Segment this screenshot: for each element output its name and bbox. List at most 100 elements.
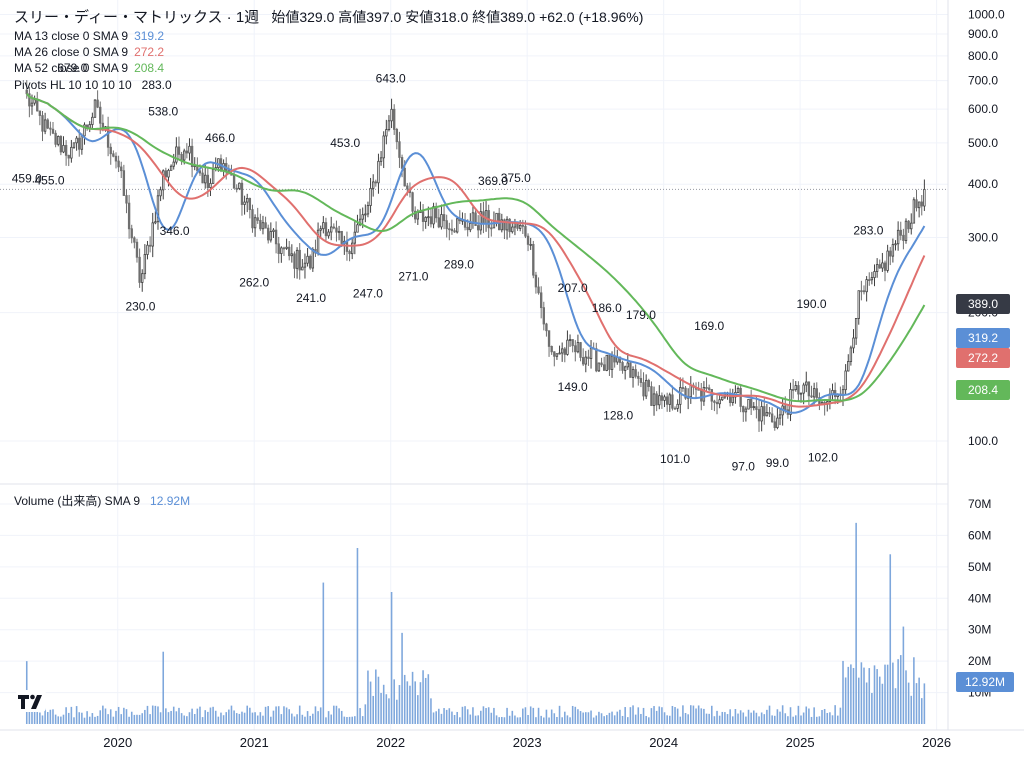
candle-body bbox=[442, 214, 446, 222]
candle-body bbox=[658, 395, 661, 406]
volume-bar bbox=[354, 716, 356, 724]
volume-bar bbox=[506, 707, 508, 724]
volume-bar bbox=[886, 664, 889, 724]
candle-body bbox=[744, 408, 748, 413]
volume-bar bbox=[65, 707, 67, 724]
candle-body bbox=[256, 217, 259, 221]
pivot-label: 102.0 bbox=[808, 450, 838, 464]
volume-bar bbox=[312, 713, 314, 724]
candle-body bbox=[374, 181, 378, 184]
candle-body bbox=[742, 406, 745, 413]
volume-bar bbox=[482, 706, 485, 724]
candle-body bbox=[878, 264, 881, 269]
volume-bar bbox=[834, 705, 836, 724]
volume-bar bbox=[246, 705, 249, 724]
volume-bar bbox=[298, 705, 301, 724]
volume-bar bbox=[254, 712, 256, 724]
candle-body bbox=[253, 217, 257, 229]
volume-bar bbox=[787, 716, 789, 724]
pivot-label: 247.0 bbox=[353, 287, 383, 301]
legend-ma13[interactable]: MA 13 close 0 SMA 9 319.2 bbox=[14, 29, 164, 43]
volume-bar bbox=[86, 711, 88, 724]
candle-body bbox=[36, 99, 39, 112]
volume-bar bbox=[543, 717, 545, 724]
volume-bar bbox=[151, 705, 154, 724]
volume-bar bbox=[503, 717, 506, 724]
candle-body bbox=[364, 213, 367, 216]
pivot-label: 128.0 bbox=[603, 408, 633, 422]
legend-volume[interactable]: Volume (出来高) SMA 9 12.92M bbox=[14, 492, 190, 509]
volume-bar bbox=[256, 715, 259, 724]
volume-bar bbox=[731, 716, 734, 724]
candle-body bbox=[382, 135, 385, 159]
candle-body bbox=[857, 290, 860, 319]
legend-ma26[interactable]: MA 26 close 0 SMA 9 272.2 bbox=[14, 45, 164, 59]
candle-body bbox=[631, 369, 635, 378]
candle-body bbox=[72, 142, 76, 148]
ma52-badge: 208.4 bbox=[956, 380, 1010, 400]
tradingview-logo-icon[interactable] bbox=[16, 690, 46, 712]
volume-bar bbox=[495, 715, 498, 724]
candle-body bbox=[424, 216, 427, 222]
candle-body bbox=[466, 226, 469, 231]
candle-body bbox=[862, 290, 866, 293]
candle-body bbox=[298, 249, 301, 271]
volume-bar bbox=[566, 715, 569, 724]
candle-body bbox=[923, 188, 926, 207]
candle-body bbox=[348, 251, 351, 255]
legend-ma52[interactable]: MA 52 close 0 SMA 9 208.4 bbox=[14, 61, 164, 75]
volume-bar bbox=[558, 705, 561, 724]
volume-bar bbox=[718, 715, 721, 724]
volume-bar bbox=[710, 705, 713, 724]
volume-bar bbox=[220, 712, 222, 724]
candle-body bbox=[655, 393, 658, 406]
low-value: 318.0 bbox=[433, 9, 469, 25]
volume-bar bbox=[83, 717, 86, 724]
candle-body bbox=[427, 216, 430, 219]
volume-bar bbox=[716, 710, 718, 724]
volume-bar bbox=[406, 681, 409, 724]
volume-bar bbox=[453, 714, 456, 724]
volume-bar bbox=[36, 708, 39, 724]
candle-body bbox=[151, 222, 154, 247]
volume-bar bbox=[411, 671, 414, 724]
volume-bar bbox=[616, 711, 619, 724]
candle-body bbox=[330, 226, 333, 233]
candle-body bbox=[267, 227, 270, 241]
candle-body bbox=[852, 337, 855, 349]
ma13-badge: 319.2 bbox=[956, 328, 1010, 348]
candle-body bbox=[251, 209, 254, 229]
candle-body bbox=[579, 342, 582, 358]
volume-bar bbox=[598, 711, 600, 724]
volume-bar bbox=[910, 695, 913, 724]
volume-badge: 12.92M bbox=[956, 672, 1014, 692]
candle-body bbox=[80, 135, 84, 150]
close-label: 終値 bbox=[472, 9, 501, 25]
candle-body bbox=[117, 160, 120, 168]
pivots-value: 283.0 bbox=[141, 78, 172, 92]
candle-body bbox=[902, 234, 905, 241]
candle-body bbox=[390, 108, 393, 122]
volume-bar bbox=[745, 716, 747, 724]
volume-bar bbox=[130, 711, 133, 724]
volume-bar bbox=[283, 706, 285, 724]
pivot-label: 207.0 bbox=[558, 281, 588, 295]
candle-body bbox=[62, 144, 65, 153]
volume-bar bbox=[359, 708, 361, 724]
candle-body bbox=[870, 277, 874, 281]
volume-bar bbox=[209, 707, 212, 724]
volume-bar bbox=[813, 707, 815, 724]
candle-body bbox=[280, 247, 283, 254]
legend-pivots[interactable]: Pivots HL 10 10 10 10 283.0 bbox=[14, 78, 172, 92]
pivot-label: 459.0 bbox=[12, 172, 42, 186]
volume-bar bbox=[235, 713, 238, 724]
candle-body bbox=[206, 174, 210, 188]
volume-bar bbox=[272, 710, 275, 724]
candle-body bbox=[70, 146, 73, 159]
volume-bar bbox=[385, 694, 388, 724]
volume-bar bbox=[380, 692, 382, 724]
candle-body bbox=[327, 231, 330, 237]
candle-body bbox=[912, 199, 916, 224]
volume-bars bbox=[25, 522, 926, 724]
